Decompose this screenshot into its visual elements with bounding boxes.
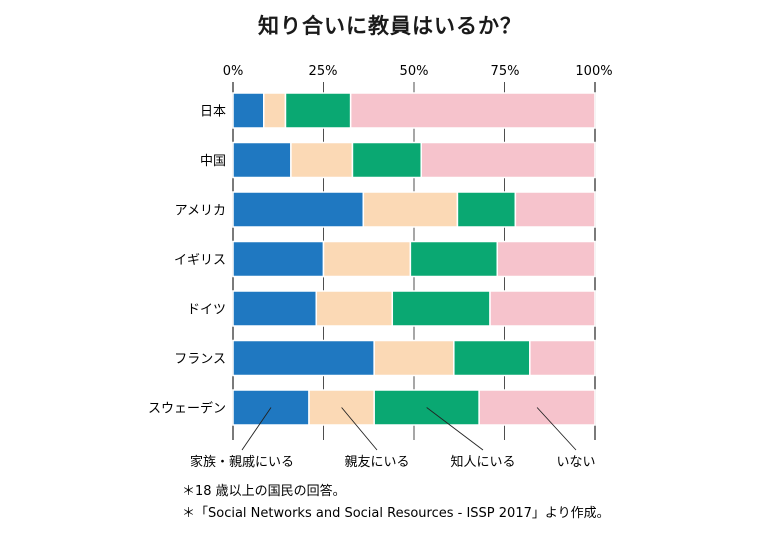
bar-4-series-0 — [232, 290, 318, 327]
legend-label-family: 家族・親戚にいる — [190, 454, 294, 470]
leader-line-1 — [341, 407, 378, 451]
bar-6-series-3 — [478, 389, 596, 426]
bar-2-series-3 — [514, 191, 596, 228]
x-tick-label-0: 0% — [223, 64, 244, 79]
category-label-3: イギリス — [174, 253, 226, 268]
bar-4-series-3 — [489, 290, 596, 327]
bar-2-series-2 — [456, 191, 517, 228]
bar-5-series-3 — [529, 339, 596, 377]
bar-1-series-3 — [420, 141, 596, 179]
bar-6-series-2 — [373, 389, 480, 426]
category-label-1: 中国 — [200, 154, 226, 169]
category-label-2: アメリカ — [175, 204, 226, 219]
bar-0-series-3 — [349, 92, 596, 129]
bar-5-series-0 — [232, 339, 375, 377]
x-tick-labels: 0% 25% 50% 75% 100% — [223, 64, 613, 79]
footnote-2: ＊「Social Networks and Social Resources -… — [182, 506, 610, 521]
legend: 家族・親戚にいる 親友にいる 知人にいる いない — [190, 454, 596, 470]
x-tick-label-100: 100% — [575, 64, 612, 79]
legend-label-close-friend: 親友にいる — [344, 454, 409, 470]
category-label-4: ドイツ — [187, 303, 226, 318]
bar-5-series-2 — [453, 339, 531, 377]
x-tick-label-25: 25% — [309, 64, 338, 79]
bar-1-series-1 — [290, 141, 354, 179]
legend-label-none: いない — [556, 455, 595, 470]
bar-4-series-1 — [315, 290, 394, 327]
bar-0-series-2 — [284, 92, 352, 129]
bar-6-series-1 — [308, 389, 375, 426]
x-tick-label-50: 50% — [400, 64, 429, 79]
category-label-0: 日本 — [200, 105, 226, 120]
bar-3-series-1 — [322, 240, 412, 278]
bar-0-series-1 — [263, 92, 287, 129]
category-label-6: スウェーデン — [148, 401, 226, 417]
category-label-5: フランス — [174, 352, 226, 367]
bar-2-series-0 — [232, 191, 365, 228]
bar-2-series-1 — [362, 191, 459, 228]
bar-3-series-2 — [409, 240, 499, 278]
bar-4-series-2 — [391, 290, 491, 327]
leader-line-2 — [426, 407, 484, 451]
chart-title: 知り合いに教員はいるか？ — [258, 14, 522, 38]
bar-3-series-3 — [496, 240, 596, 278]
bar-3-series-0 — [232, 240, 325, 278]
legend-label-acquaintance: 知人にいる — [450, 454, 515, 470]
leader-line-0 — [241, 407, 272, 451]
bar-0-series-0 — [232, 92, 265, 129]
bar-1-series-2 — [351, 141, 422, 179]
bars — [232, 92, 596, 426]
leader-line-3 — [536, 407, 577, 451]
footnote-1: ＊18 歳以上の国民の回答。 — [182, 483, 346, 499]
bar-5-series-1 — [373, 339, 455, 377]
x-tick-label-75: 75% — [491, 64, 520, 79]
bar-1-series-0 — [232, 141, 292, 179]
legend-leader-lines — [241, 407, 577, 451]
